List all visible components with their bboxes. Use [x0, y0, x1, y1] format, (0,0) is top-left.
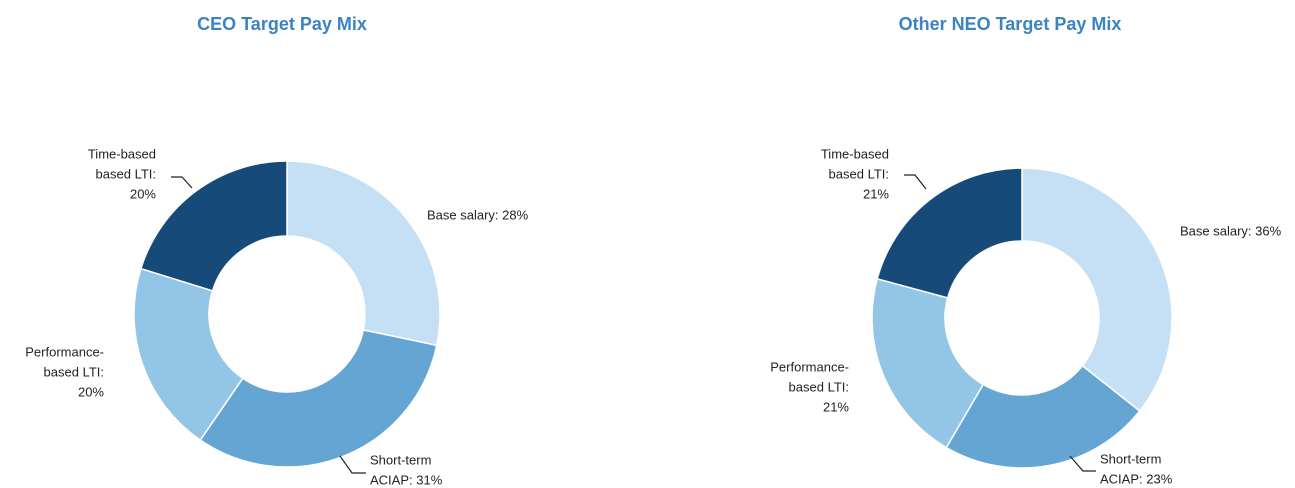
data-label: based LTI: — [96, 166, 156, 181]
data-label: 21% — [863, 186, 889, 201]
leader-line — [171, 176, 193, 189]
leader-line — [339, 455, 366, 474]
data-label: based LTI: — [44, 364, 104, 379]
donut-slice — [199, 329, 438, 468]
data-label: 21% — [823, 399, 849, 414]
data-label: Performance- — [770, 359, 849, 374]
donut-slice — [133, 267, 244, 442]
data-label: based LTI: — [789, 379, 849, 394]
chart-title: Other NEO Target Pay Mix — [899, 14, 1122, 34]
data-label: based LTI: — [829, 166, 889, 181]
donut-slice — [286, 160, 441, 347]
leader-line — [1069, 455, 1096, 472]
data-label: Short-term — [1100, 451, 1161, 466]
donut-slice — [945, 364, 1141, 469]
data-label: 20% — [78, 384, 104, 399]
donut-slice — [139, 160, 288, 292]
data-label: Short-term — [370, 452, 431, 467]
data-label: Base salary: 28% — [427, 207, 529, 222]
chart-title: CEO Target Pay Mix — [197, 14, 367, 34]
donut-slice — [876, 167, 1023, 299]
data-label: ACIAP: 31% — [370, 472, 443, 487]
data-label: ACIAP: 23% — [1100, 471, 1173, 486]
data-label: 20% — [130, 186, 156, 201]
data-label: Time-based — [821, 146, 889, 161]
data-label: Base salary: 36% — [1180, 223, 1282, 238]
leader-line — [904, 174, 927, 190]
donut-slice — [871, 277, 985, 449]
data-label: Performance- — [25, 344, 104, 359]
data-label: Time-based — [88, 146, 156, 161]
donut-slice — [1021, 167, 1173, 413]
